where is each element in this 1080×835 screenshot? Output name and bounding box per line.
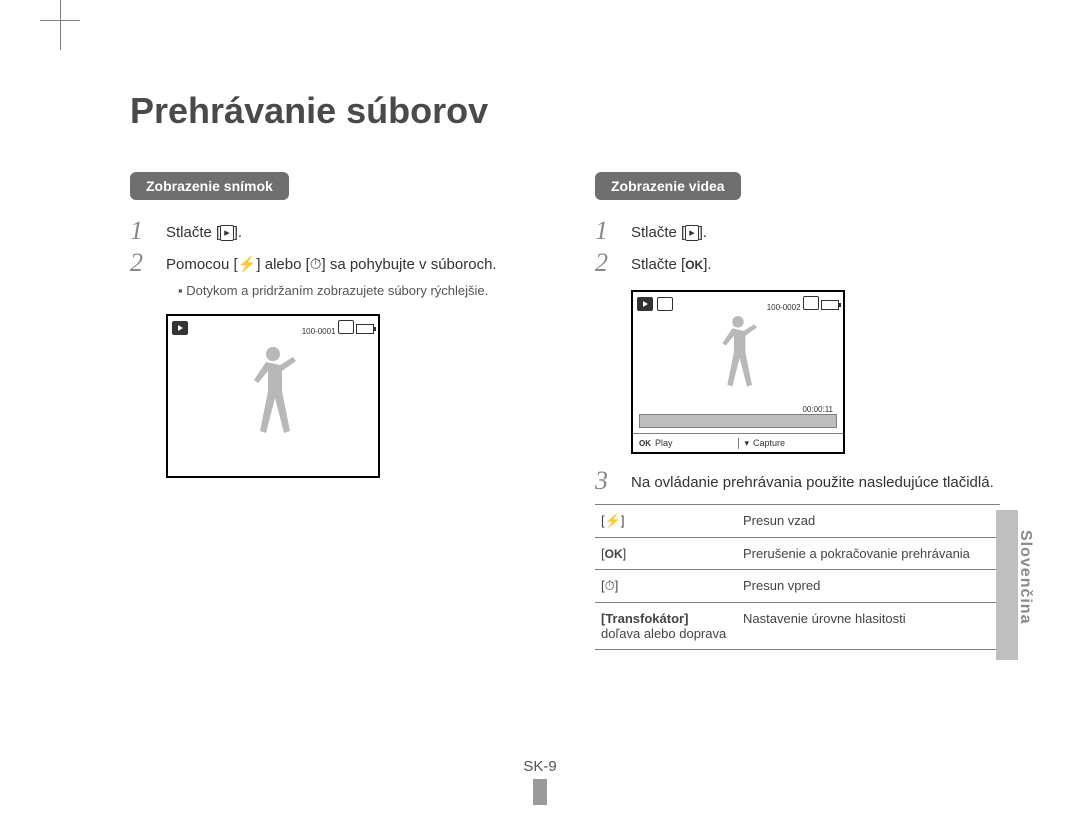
key-cell: [⚡] xyxy=(595,505,737,538)
key-cell: [⏱] xyxy=(595,570,737,603)
table-row: [OK] Prerušenie a pokračovanie prehrávan… xyxy=(595,538,1000,570)
step: 3 Na ovládanie prehrávania použite nasle… xyxy=(595,468,1000,494)
lcd-screen-video: 100-0002 00:00:11 OK Play ▾ xyxy=(631,290,845,454)
screen-status-bar: 100-0002 xyxy=(637,296,839,312)
step-number: 1 xyxy=(130,218,154,244)
label: doľava alebo doprava xyxy=(601,626,726,641)
timer-icon: ⏱ xyxy=(605,578,615,593)
step-number: 3 xyxy=(595,468,619,494)
person-silhouette xyxy=(238,342,308,452)
battery-icon xyxy=(356,324,374,334)
left-column: Zobrazenie snímok 1 Stlačte [▸]. 2 Pomoc… xyxy=(130,172,535,650)
key-cell: [Transfokátor] doľava alebo doprava xyxy=(595,603,737,650)
value-cell: Presun vpred xyxy=(737,570,1000,603)
file-counter: 100-0001 xyxy=(302,327,336,336)
timer-icon: ⏱ xyxy=(310,256,322,273)
step: 1 Stlačte [▸]. xyxy=(130,218,535,244)
battery-icon xyxy=(821,300,839,310)
side-tab xyxy=(996,510,1018,660)
screen-status-bar: 100-0001 xyxy=(172,320,374,336)
flash-icon: ⚡ xyxy=(238,256,257,273)
text: Pomocou [ xyxy=(166,256,238,273)
memory-icon xyxy=(803,296,819,310)
play-icon: ▸ xyxy=(685,225,699,241)
key-cell: [OK] xyxy=(595,538,737,570)
value-cell: Nastavenie úrovne hlasitosti xyxy=(737,603,1000,650)
manual-page: Prehrávanie súborov Zobrazenie snímok 1 … xyxy=(0,0,1080,835)
footer-capture: ▾ Capture xyxy=(738,438,844,449)
value-cell: Presun vzad xyxy=(737,505,1000,538)
sub-step: Dotykom a pridržaním zobrazujete súbory … xyxy=(178,282,535,300)
play-icon: ▸ xyxy=(220,225,234,241)
step-number: 2 xyxy=(130,250,154,276)
step-text: Stlačte [OK]. xyxy=(631,250,712,275)
status-left xyxy=(172,321,188,335)
flash-icon: ⚡ xyxy=(605,513,621,528)
crop-mark-h xyxy=(40,20,80,21)
value-cell: Prerušenie a pokračovanie prehrávania xyxy=(737,538,1000,570)
step: 1 Stlačte [▸]. xyxy=(595,218,1000,244)
ok-icon: OK xyxy=(685,258,703,272)
playback-mode-icon xyxy=(172,321,188,335)
page-title: Prehrávanie súborov xyxy=(130,90,1000,132)
video-mode-icon xyxy=(657,297,673,311)
table-row: [⚡] Presun vzad xyxy=(595,505,1000,538)
text: ]. xyxy=(234,224,242,241)
step-text: Stlačte [▸]. xyxy=(166,218,242,243)
step: 2 Pomocou [⚡] alebo [⏱] sa pohybujte v s… xyxy=(130,250,535,276)
step-text: Na ovládanie prehrávania použite nasledu… xyxy=(631,468,994,493)
controls-table: [⚡] Presun vzad [OK] Prerušenie a pokrač… xyxy=(595,504,1000,650)
video-progress-bar xyxy=(639,414,837,428)
label: Play xyxy=(655,438,673,448)
ok-icon: OK xyxy=(605,547,623,561)
file-counter: 100-0002 xyxy=(767,303,801,312)
person-silhouette xyxy=(709,312,767,402)
page-number-bar xyxy=(533,779,547,805)
language-side-label: Slovenčina xyxy=(1016,530,1034,624)
text: ] sa pohybujte v súboroch. xyxy=(321,256,496,273)
text: Stlačte [ xyxy=(166,224,220,241)
video-footer: OK Play ▾ Capture xyxy=(633,433,843,452)
video-time: 00:00:11 xyxy=(802,405,833,414)
status-left xyxy=(637,297,673,311)
label: [Transfokátor] xyxy=(601,611,688,626)
text: ]. xyxy=(699,224,707,241)
section-header-images: Zobrazenie snímok xyxy=(130,172,289,200)
footer-play: OK Play xyxy=(633,438,738,448)
step-number: 1 xyxy=(595,218,619,244)
step-text: Stlačte [▸]. xyxy=(631,218,707,243)
down-icon: ▾ xyxy=(745,438,750,449)
section-header-video: Zobrazenie videa xyxy=(595,172,741,200)
lcd-screen-photo: 100-0001 xyxy=(166,314,380,478)
crop-mark-v xyxy=(60,0,81,50)
table-row: [⏱] Presun vpred xyxy=(595,570,1000,603)
label: Capture xyxy=(753,438,785,448)
right-column: Zobrazenie videa 1 Stlačte [▸]. 2 Stlačt… xyxy=(595,172,1000,650)
text: Stlačte [ xyxy=(631,224,685,241)
text: ]. xyxy=(703,256,711,273)
step: 2 Stlačte [OK]. xyxy=(595,250,1000,276)
page-number: SK-9 xyxy=(523,758,556,775)
step-number: 2 xyxy=(595,250,619,276)
table-row: [Transfokátor] doľava alebo doprava Nast… xyxy=(595,603,1000,650)
status-right: 100-0001 xyxy=(302,320,374,336)
ok-icon: OK xyxy=(639,439,651,448)
step-text: Pomocou [⚡] alebo [⏱] sa pohybujte v súb… xyxy=(166,250,497,275)
memory-icon xyxy=(338,320,354,334)
content-columns: Zobrazenie snímok 1 Stlačte [▸]. 2 Pomoc… xyxy=(130,172,1000,650)
text: ] alebo [ xyxy=(256,256,309,273)
status-right: 100-0002 xyxy=(767,296,839,312)
playback-mode-icon xyxy=(637,297,653,311)
text: Stlačte [ xyxy=(631,256,685,273)
